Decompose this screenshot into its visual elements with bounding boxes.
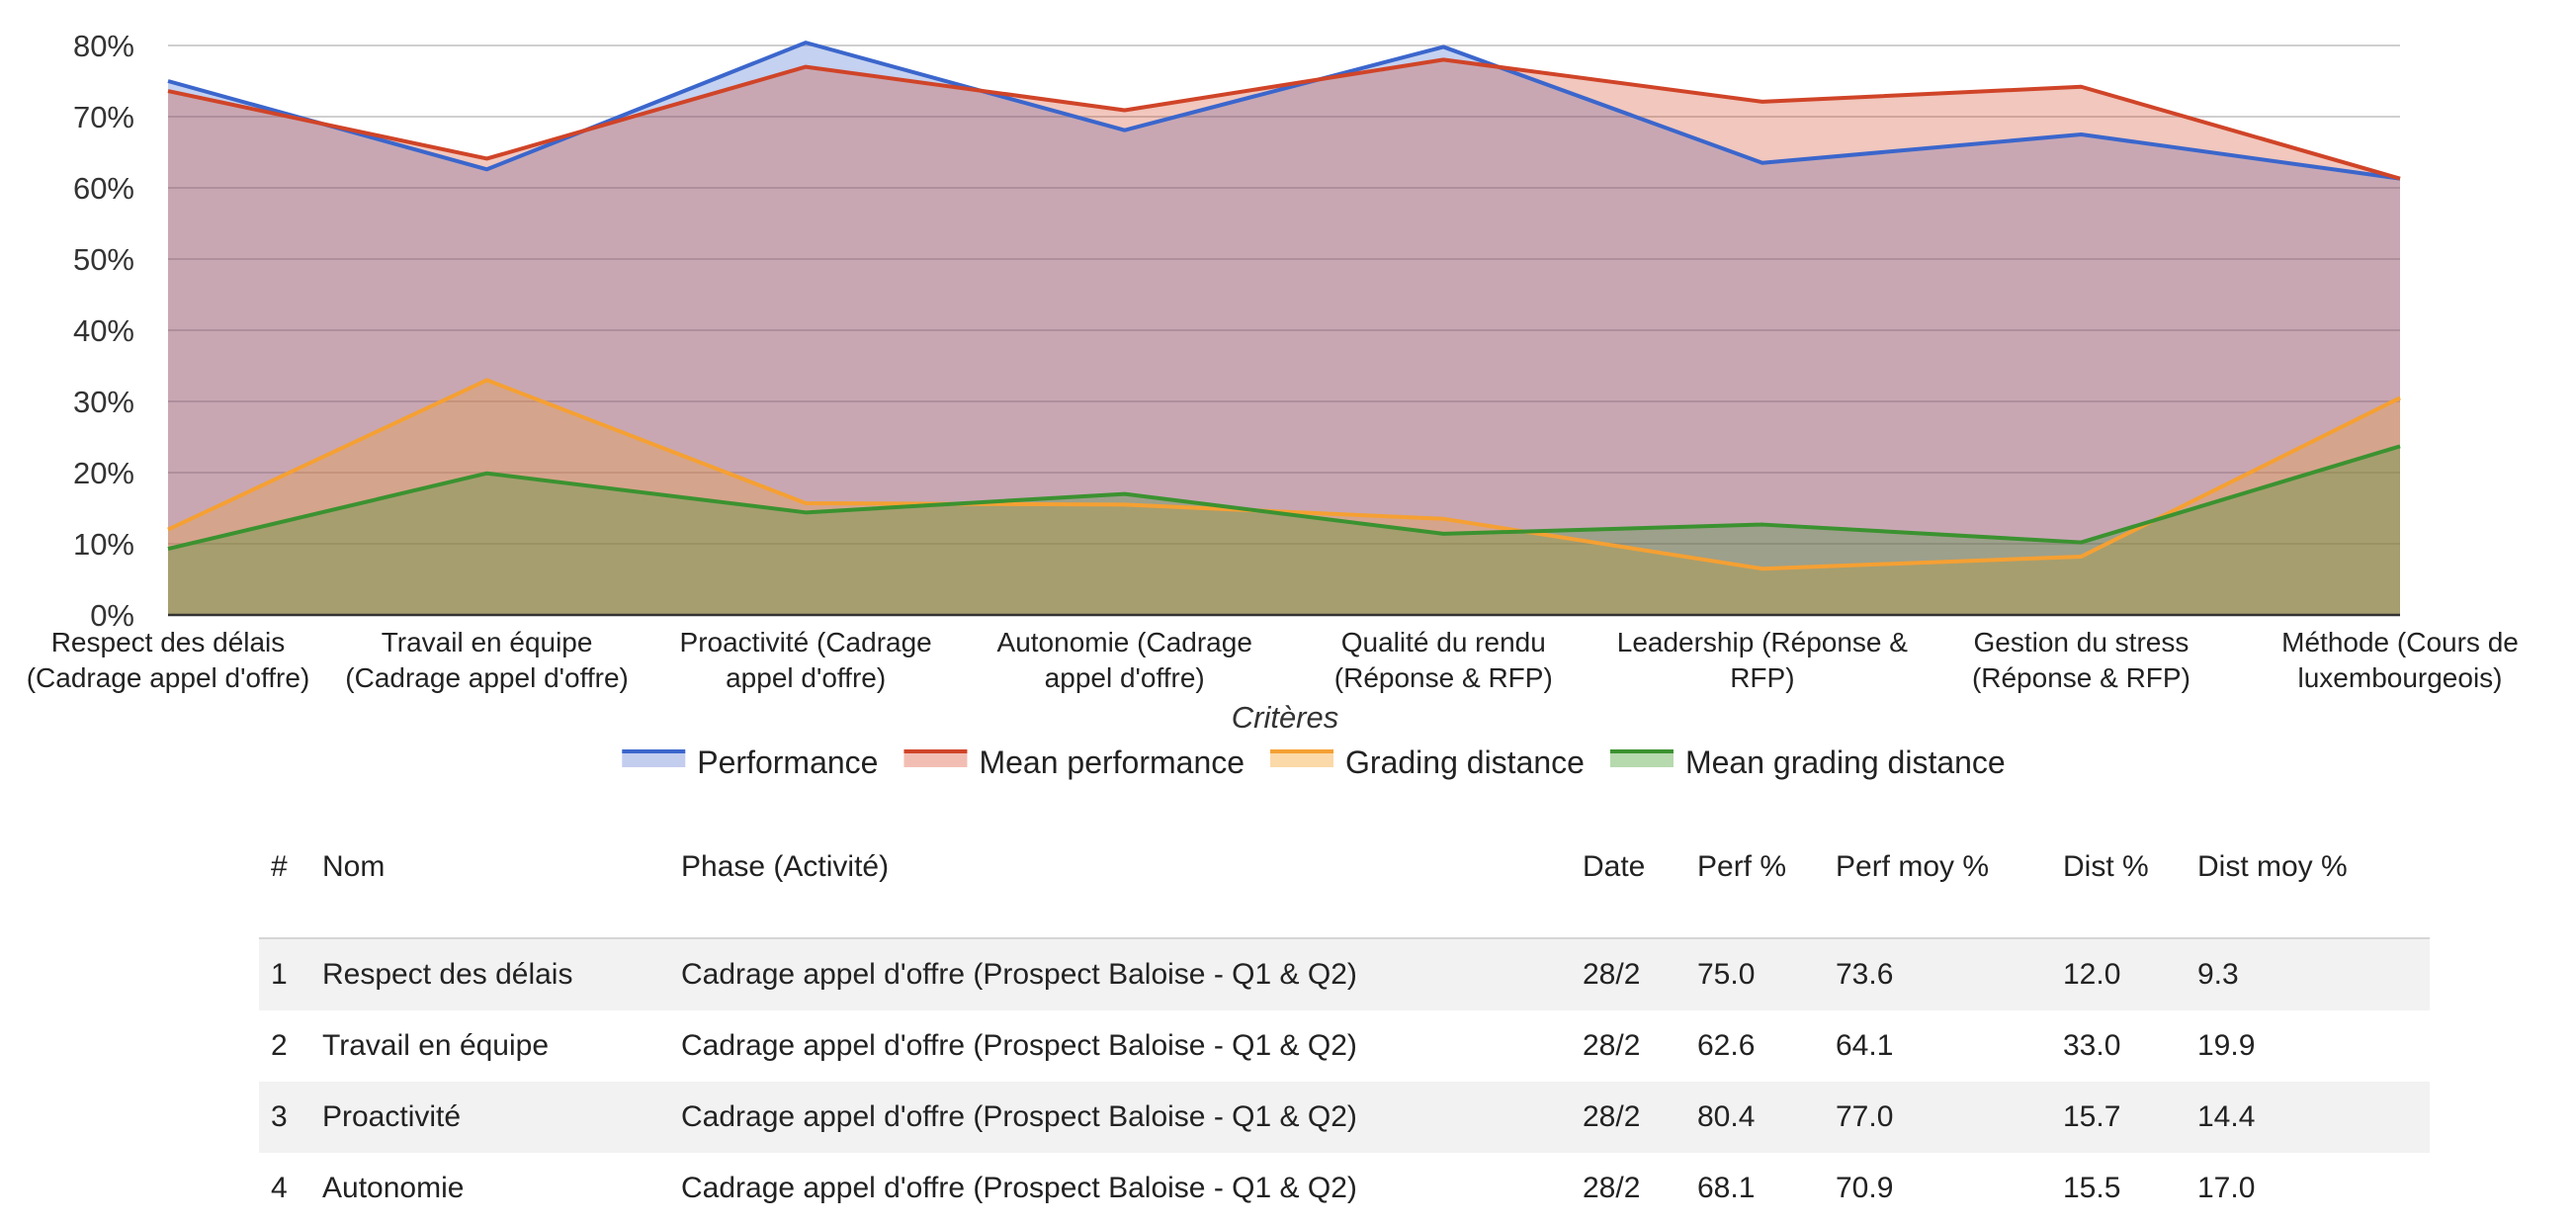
cell-phase: Cadrage appel d'offre (Prospect Baloise … xyxy=(681,1029,1357,1062)
x-tick-label: Méthode (Cours de luxembourgeois) xyxy=(2281,627,2519,693)
series-line[interactable] xyxy=(167,41,2401,181)
cell-num: 3 xyxy=(259,1082,310,1153)
x-tick-label: Proactivité (Cadrage appel d'offre) xyxy=(680,627,932,693)
legend-label: Mean grading distance xyxy=(1685,744,2006,780)
cell-nom: Autonomie xyxy=(322,1172,465,1204)
y-tick-label: 40% xyxy=(73,313,134,348)
cell-dist: 15.5 xyxy=(2063,1172,2121,1204)
legend-item[interactable]: Mean performance xyxy=(903,744,1245,780)
cell-date: 28/2 xyxy=(1571,1082,1685,1153)
cell-dist: 33.0 xyxy=(2063,1029,2121,1062)
col-header-phase[interactable]: Phase (Activité) xyxy=(669,842,1571,939)
col-header-num[interactable]: # xyxy=(259,842,310,939)
cell-perf: 68.1 xyxy=(1697,1172,1756,1204)
x-tick-label: Respect des délais (Cadrage appel d'offre… xyxy=(27,627,310,693)
chart-areas xyxy=(168,43,2400,616)
y-tick-label: 20% xyxy=(73,456,134,490)
x-tick-label: Leadership (Réponse & RFP) xyxy=(1617,627,1909,693)
y-tick-label: 0% xyxy=(90,598,134,633)
legend-swatch xyxy=(1609,751,1674,767)
cell-phase: Cadrage appel d'offre (Prospect Baloise … xyxy=(669,938,1571,1010)
y-tick-label: 10% xyxy=(73,527,134,562)
chart-lines xyxy=(167,41,2401,571)
table-row[interactable]: 2 Travail en équipe Cadrage appel d'offr… xyxy=(259,1010,2430,1082)
cell-dist: 12.0 xyxy=(2051,938,2186,1010)
cell-perf-moy: 64.1 xyxy=(1836,1029,1894,1062)
series-area xyxy=(168,380,2400,615)
cell-num: 2 xyxy=(271,1029,288,1062)
col-header-perf-moy[interactable]: Perf moy % xyxy=(1824,842,2051,939)
series-area xyxy=(168,59,2400,615)
cell-dist: 15.7 xyxy=(2051,1082,2186,1153)
legend-swatch xyxy=(903,751,968,767)
y-tick-label: 50% xyxy=(73,242,134,277)
y-tick-label: 70% xyxy=(73,100,134,134)
y-tick-label: 30% xyxy=(73,385,134,419)
chart-axes: 0% 10% 20% 30% 40% 50% 60% 70% 80% Respect des dé… xyxy=(27,29,2519,693)
x-tick-label: Autonomie (Cadrage appel d'offre) xyxy=(997,627,1252,693)
cell-phase: Cadrage appel d'offre (Prospect Baloise … xyxy=(681,1172,1357,1204)
cell-date: 28/2 xyxy=(1583,1172,1641,1204)
series-line[interactable] xyxy=(167,57,2401,181)
series-area xyxy=(168,446,2400,615)
cell-num: 1 xyxy=(259,938,310,1010)
cell-nom: Travail en équipe xyxy=(322,1029,550,1062)
cell-perf: 62.6 xyxy=(1697,1029,1756,1062)
series-line[interactable] xyxy=(167,378,2401,571)
results-table: # Nom Phase (Activité) Date Perf % Perf … xyxy=(259,842,2430,1224)
cell-dist-moy: 9.3 xyxy=(2186,938,2430,1010)
col-header-dist-moy[interactable]: Dist moy % xyxy=(2186,842,2430,939)
cell-perf-moy: 70.9 xyxy=(1836,1172,1894,1204)
cell-perf-moy: 73.6 xyxy=(1824,938,2051,1010)
cell-nom: Respect des délais xyxy=(310,938,669,1010)
cell-perf: 75.0 xyxy=(1685,938,1824,1010)
legend-item[interactable]: Performance xyxy=(622,744,878,780)
cell-nom: Proactivité xyxy=(310,1082,669,1153)
legend-label: Grading distance xyxy=(1345,744,1585,780)
col-header-perf[interactable]: Perf % xyxy=(1685,842,1824,939)
legend-label: Performance xyxy=(697,744,878,780)
x-tick-label: Gestion du stress (Réponse & RFP) xyxy=(1972,627,2190,693)
x-tick-label: Qualité du rendu (Réponse & RFP) xyxy=(1334,627,1553,693)
area-chart: 0% 10% 20% 30% 40% 50% 60% 70% 80% Respect des dé… xyxy=(27,29,2519,780)
cell-perf-moy: 77.0 xyxy=(1824,1082,2051,1153)
col-header-nom[interactable]: Nom xyxy=(310,842,669,939)
chart-legend[interactable]: Performance Mean performance Grading dista… xyxy=(622,744,2006,780)
legend-label: Mean performance xyxy=(979,744,1245,780)
y-tick-label: 80% xyxy=(73,29,134,63)
x-tick-label: Travail en équipe (Cadrage appel d'offre) xyxy=(345,627,629,693)
col-header-dist[interactable]: Dist % xyxy=(2051,842,2186,939)
cell-dist-moy: 19.9 xyxy=(2197,1029,2256,1062)
cell-num: 4 xyxy=(271,1172,288,1204)
series-line[interactable] xyxy=(167,444,2401,551)
table-row[interactable]: 1 Respect des délais Cadrage appel d'off… xyxy=(259,938,2430,1010)
table-row[interactable]: 4 Autonomie Cadrage appel d'offre (Prosp… xyxy=(259,1153,2430,1224)
legend-item[interactable]: Mean grading distance xyxy=(1609,744,2006,780)
table-row[interactable]: 3 Proactivité Cadrage appel d'offre (Pro… xyxy=(259,1082,2430,1153)
legend-swatch xyxy=(1270,751,1334,767)
cell-perf: 80.4 xyxy=(1685,1082,1824,1153)
cell-date: 28/2 xyxy=(1571,938,1685,1010)
cell-dist-moy: 14.4 xyxy=(2186,1082,2430,1153)
legend-item[interactable]: Grading distance xyxy=(1270,744,1585,780)
table-header-row: # Nom Phase (Activité) Date Perf % Perf … xyxy=(259,842,2430,939)
y-tick-label: 60% xyxy=(73,171,134,206)
cell-date: 28/2 xyxy=(1583,1029,1641,1062)
cell-dist-moy: 17.0 xyxy=(2197,1172,2256,1204)
x-axis-title: Critères xyxy=(1232,700,1339,735)
col-header-date[interactable]: Date xyxy=(1571,842,1685,939)
legend-swatch xyxy=(622,751,686,767)
cell-phase: Cadrage appel d'offre (Prospect Baloise … xyxy=(669,1082,1571,1153)
